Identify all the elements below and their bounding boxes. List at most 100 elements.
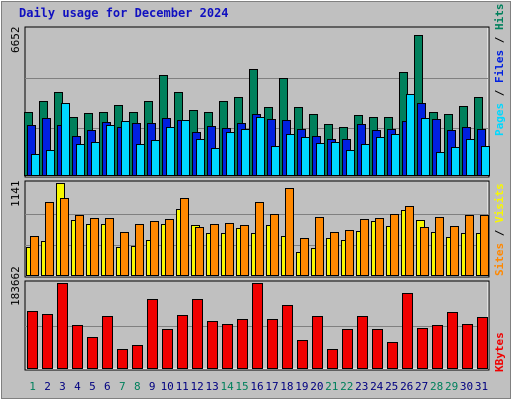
- legend-files: Files: [493, 49, 506, 83]
- pfh-pages-bar-23: [361, 144, 370, 176]
- legend-kbytes: KBytes: [493, 332, 506, 372]
- sv-sites-bar-24: [375, 218, 384, 276]
- pfh-pages-bar-22: [346, 150, 355, 176]
- sv-sites-bar-7: [120, 232, 129, 276]
- kb-kbytes-bar-1: [27, 311, 38, 369]
- sv-sites-bar-15: [240, 225, 249, 276]
- pfh-pages-bar-30: [466, 139, 475, 176]
- kb-kbytes-bar-23: [357, 316, 368, 369]
- kb-kbytes-bar-27: [417, 328, 428, 369]
- sv-sites-bar-11: [180, 198, 189, 276]
- pfh-pages-bar-6: [106, 125, 115, 176]
- kb-kbytes-bar-17: [267, 319, 278, 369]
- x-tick-label: 18: [280, 380, 293, 393]
- x-tick-label: 4: [74, 380, 81, 393]
- kb-kbytes-bar-6: [102, 316, 113, 369]
- pfh-legend: Pages / Files / Hits: [493, 4, 506, 137]
- x-tick-label: 28: [430, 380, 443, 393]
- sv-sites-bar-5: [90, 218, 99, 276]
- sv-sites-bar-3: [60, 198, 69, 276]
- pfh-pages-bar-28: [436, 152, 445, 176]
- pfh-pages-bar-25: [391, 134, 400, 176]
- pfh-pages-bar-18: [286, 134, 295, 176]
- x-tick-label: 22: [340, 380, 353, 393]
- sv-sites-bar-2: [45, 202, 54, 276]
- legend-sep-3: /: [493, 223, 506, 243]
- pfh-pages-bar-21: [331, 142, 340, 176]
- legend-visits: Visits: [493, 183, 506, 223]
- sv-legend: Sites / Visits: [493, 183, 506, 276]
- kb-kbytes-bar-8: [132, 345, 143, 369]
- pfh-pages-bar-1: [31, 154, 40, 176]
- sv-sites-bar-8: [135, 224, 144, 276]
- x-tick-label: 1: [29, 380, 36, 393]
- sv-sites-bar-29: [450, 226, 459, 276]
- x-tick-label: 2: [44, 380, 51, 393]
- x-tick-label: 7: [119, 380, 126, 393]
- kb-kbytes-bar-3: [57, 283, 68, 369]
- kb-kbytes-bar-16: [252, 283, 263, 369]
- pfh-pages-bar-19: [301, 137, 310, 176]
- x-tick-label: 31: [475, 380, 488, 393]
- kb-kbytes-bar-21: [327, 349, 338, 369]
- x-tick-label: 24: [370, 380, 384, 393]
- x-tick-label: 20: [310, 380, 323, 393]
- sv-sites-bar-17: [270, 214, 279, 276]
- sv-sites-bar-16: [255, 202, 264, 276]
- sv-sites-bar-28: [435, 217, 444, 276]
- sv-sites-bar-22: [345, 230, 354, 276]
- pfh-pages-bar-3: [61, 103, 70, 176]
- x-tick-label: 9: [149, 380, 156, 393]
- pfh-y-max-label: 6652: [9, 26, 22, 54]
- x-tick-label: 21: [325, 380, 338, 393]
- sv-sites-bar-1: [30, 236, 39, 276]
- pfh-pages-bar-16: [256, 117, 265, 176]
- kb-kbytes-bar-18: [282, 305, 293, 369]
- kb-kbytes-bar-22: [342, 329, 353, 369]
- x-tick-label: 10: [161, 380, 174, 393]
- kb-kbytes-bar-24: [372, 329, 383, 369]
- sv-sites-bar-31: [480, 215, 489, 276]
- kb-kbytes-bar-2: [42, 314, 53, 369]
- legend-sites: Sites: [493, 242, 506, 276]
- kb-kbytes-bar-20: [312, 316, 323, 369]
- x-tick-label: 30: [460, 380, 473, 393]
- kb-legend: KBytes: [493, 332, 506, 372]
- kb-kbytes-bar-31: [477, 317, 488, 369]
- x-tick-label: 11: [176, 380, 189, 393]
- x-tick-label: 17: [265, 380, 278, 393]
- pfh-pages-bar-24: [376, 137, 385, 176]
- kb-kbytes-bar-28: [432, 325, 443, 369]
- x-tick-label: 13: [205, 380, 218, 393]
- pfh-pages-bar-10: [166, 127, 175, 176]
- pfh-pages-bar-26: [406, 94, 415, 176]
- x-tick-label: 14: [220, 380, 234, 393]
- sv-sites-bar-26: [405, 206, 414, 276]
- pfh-pages-bar-5: [91, 142, 100, 176]
- x-tick-label: 3: [59, 380, 66, 393]
- kb-kbytes-bar-30: [462, 324, 473, 369]
- pfh-pages-bar-9: [151, 140, 160, 176]
- pfh-pages-bar-17: [271, 146, 280, 176]
- sv-sites-bar-6: [105, 218, 114, 276]
- kb-kbytes-bar-13: [207, 321, 218, 369]
- sv-sites-bar-20: [315, 217, 324, 276]
- sv-sites-bar-9: [150, 221, 159, 276]
- pfh-pages-bar-2: [46, 150, 55, 176]
- sv-sites-bar-19: [300, 238, 309, 276]
- sv-sites-bar-27: [420, 227, 429, 276]
- x-tick-label: 16: [250, 380, 263, 393]
- sv-sites-bar-30: [465, 215, 474, 276]
- x-tick-label: 29: [445, 380, 458, 393]
- kb-kbytes-bar-9: [147, 299, 158, 369]
- kb-kbytes-bar-5: [87, 337, 98, 369]
- kb-kbytes-bar-29: [447, 312, 458, 369]
- legend-sep-1: /: [493, 83, 506, 103]
- x-tick-label: 6: [104, 380, 111, 393]
- pfh-pages-bar-4: [76, 144, 85, 176]
- legend-sep-2: /: [493, 30, 506, 50]
- sv-sites-bar-12: [195, 227, 204, 276]
- x-tick-label: 25: [385, 380, 398, 393]
